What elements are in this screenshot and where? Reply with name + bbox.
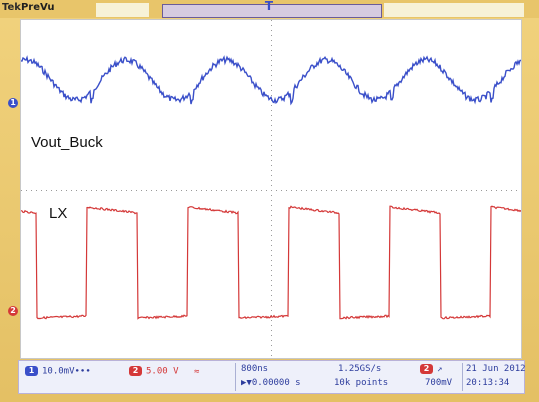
trigger-level: 700mV	[425, 378, 453, 388]
trigger-readout[interactable]: 2 ↗	[420, 364, 442, 375]
brand-name: Tek	[2, 2, 21, 13]
trigger-source-chip: 2	[420, 364, 433, 374]
waveform-display: Vout_Buck LX	[20, 19, 522, 359]
ch1-scale: 10.0mV∙∙∙	[42, 366, 91, 377]
status-indicator-right	[384, 3, 524, 17]
ch2-coupling: ≈	[193, 366, 200, 377]
acquisition-mode: PreVu	[20, 2, 55, 13]
ch1-trace-label: Vout_Buck	[31, 134, 103, 151]
ch2-ground-marker[interactable]: 2	[8, 306, 18, 316]
ch2-scale-readout[interactable]: 2 5.00 V ≈	[129, 366, 199, 377]
ch1-waveform	[21, 55, 521, 106]
ch2-scale: 5.00 V	[146, 366, 179, 377]
brand-mode: TekPreVu	[2, 1, 54, 15]
ch1-ground-marker[interactable]: 1	[8, 98, 18, 108]
timebase-readout[interactable]: 800ns	[241, 364, 269, 374]
sample-rate: 1.25GS/s	[338, 364, 382, 374]
trigger-slope-icon: ↗	[437, 364, 443, 375]
waveform-canvas	[21, 20, 521, 356]
ch2-chip: 2	[129, 366, 142, 376]
measurement-status-bar: 1 10.0mV∙∙∙ 2 5.00 V ≈ 800ns ▶▼0.00000 s 1…	[18, 360, 526, 394]
top-status-bar: TekPreVu	[0, 0, 539, 18]
record-view-window[interactable]	[162, 4, 382, 18]
status-divider	[462, 363, 463, 391]
ch1-scale-readout[interactable]: 1 10.0mV∙∙∙	[25, 366, 91, 377]
trigger-marker-icon: T	[264, 0, 274, 13]
status-divider	[235, 363, 236, 391]
trigger-position-marker[interactable]: T	[262, 0, 276, 34]
horizontal-position[interactable]: ▶▼0.00000 s	[241, 378, 301, 388]
ch2-waveform	[21, 205, 521, 320]
date-readout: 21 Jun 2012	[466, 364, 526, 374]
record-length: 10k points	[334, 378, 389, 388]
status-indicator	[96, 3, 149, 17]
ch2-trace-label: LX	[49, 205, 68, 222]
time-readout: 20:13:34	[466, 378, 510, 388]
ch1-chip: 1	[25, 366, 38, 376]
graticule	[21, 20, 517, 356]
